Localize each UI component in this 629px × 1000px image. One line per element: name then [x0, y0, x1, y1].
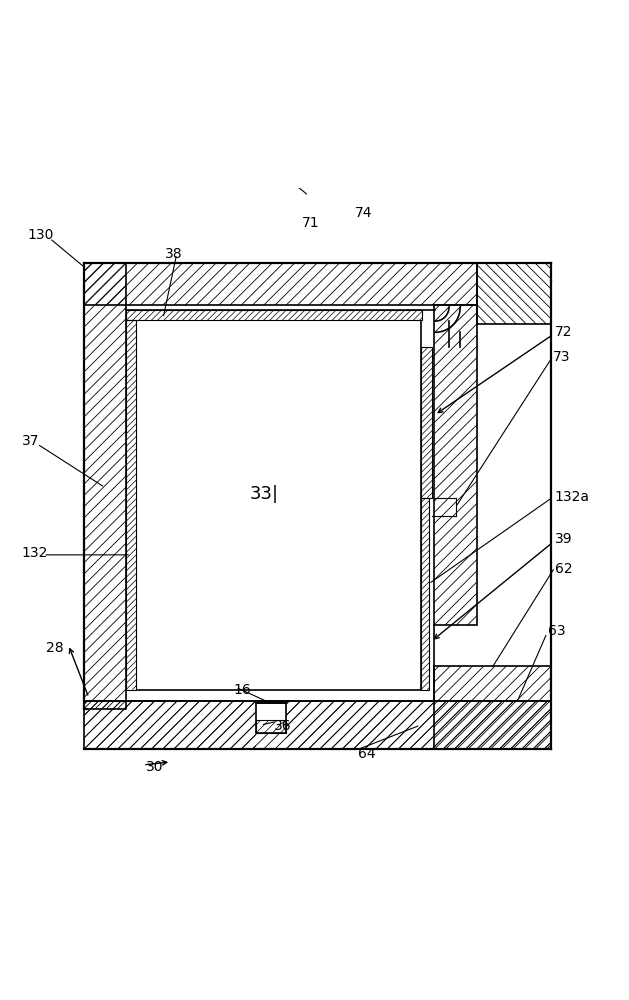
Text: 72: 72 [555, 325, 572, 339]
Bar [84, 263, 126, 709]
Bar [477, 263, 552, 324]
Text: 37: 37 [21, 434, 39, 448]
Bar [84, 263, 477, 305]
Text: 63: 63 [548, 624, 566, 638]
Bar [421, 498, 428, 690]
Bar [434, 305, 477, 625]
Bar [136, 320, 421, 690]
Text: 74: 74 [355, 206, 372, 220]
Bar [256, 720, 286, 733]
Text: 64: 64 [358, 747, 376, 761]
Bar [477, 263, 552, 324]
Text: 132: 132 [21, 546, 48, 560]
Bar [84, 263, 126, 709]
Bar [84, 701, 552, 749]
Bar [421, 347, 432, 498]
Bar [434, 666, 552, 749]
Text: 28: 28 [47, 641, 64, 655]
Bar [84, 263, 477, 305]
Bar [84, 263, 126, 709]
Bar [84, 701, 552, 749]
Text: 130: 130 [28, 228, 54, 242]
Bar [421, 498, 428, 690]
Text: 132a: 132a [555, 490, 589, 504]
Bar [434, 666, 552, 749]
Text: 36: 36 [274, 719, 292, 733]
Bar [286, 701, 552, 749]
Bar [421, 347, 432, 498]
Bar [477, 263, 552, 324]
Bar [434, 666, 552, 749]
Text: 62: 62 [555, 562, 572, 576]
Text: 16: 16 [233, 683, 251, 697]
Bar [286, 701, 552, 749]
Bar [84, 263, 477, 305]
Bar [126, 310, 422, 320]
Text: 38: 38 [165, 247, 182, 261]
Bar [421, 347, 432, 498]
Bar [126, 310, 422, 320]
Bar [126, 320, 136, 690]
Bar [421, 498, 428, 690]
Bar [256, 720, 286, 733]
Text: 73: 73 [553, 350, 570, 364]
Bar [126, 320, 136, 690]
Bar [126, 320, 136, 690]
Bar [84, 701, 256, 749]
Bar [126, 310, 422, 320]
Text: 39: 39 [555, 532, 572, 546]
Text: 33|: 33| [250, 485, 279, 503]
Bar [84, 701, 552, 749]
Bar [434, 305, 477, 625]
Bar [84, 701, 256, 749]
Text: 71: 71 [302, 216, 320, 230]
Bar [434, 305, 477, 625]
Bar [256, 720, 286, 733]
Bar [256, 703, 286, 733]
Text: 30: 30 [146, 760, 164, 774]
